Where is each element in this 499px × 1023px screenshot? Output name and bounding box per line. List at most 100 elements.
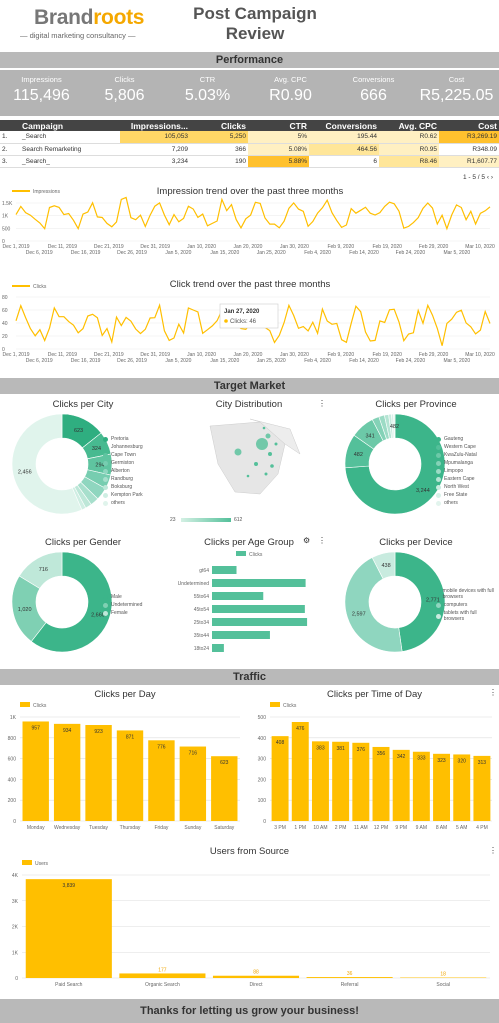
next-page-icon[interactable]: › xyxy=(490,174,493,181)
legend-item[interactable]: computers xyxy=(436,602,496,608)
legend-item[interactable]: Eastern Cape xyxy=(436,476,477,482)
legend-item[interactable]: Mpumalanga xyxy=(436,460,477,466)
col-conversions[interactable]: Conversions xyxy=(309,120,379,131)
legend-item[interactable]: tablets with full browsers xyxy=(436,610,496,622)
col-campaign[interactable]: Campaign xyxy=(20,120,120,131)
legend-item[interactable]: Kempton Park xyxy=(103,492,143,498)
legend-item[interactable]: Boksburg xyxy=(103,484,143,490)
table-row[interactable]: 2. Search Remarketing 7,209 366 5.08% 464.56 R… xyxy=(0,143,499,156)
legend-swatch xyxy=(103,452,108,458)
click-legend-label: Clicks xyxy=(33,284,47,290)
bar[interactable] xyxy=(85,725,112,821)
bar[interactable] xyxy=(291,721,309,821)
donut-slice[interactable] xyxy=(344,557,403,653)
bar[interactable] xyxy=(412,751,430,821)
legend-label: Male xyxy=(111,594,122,600)
map-bubble xyxy=(254,462,258,466)
legend-item[interactable]: others xyxy=(103,500,143,506)
legend-item[interactable]: Female xyxy=(103,610,142,616)
more-options-icon[interactable]: ⋮ xyxy=(318,399,326,408)
legend-item[interactable]: North West xyxy=(436,484,477,490)
donut-slice[interactable] xyxy=(371,551,396,580)
age-bar[interactable] xyxy=(212,579,306,587)
bar[interactable] xyxy=(473,755,491,821)
col-clicks[interactable]: Clicks xyxy=(190,120,248,131)
donut-slice[interactable] xyxy=(18,551,63,589)
bar[interactable] xyxy=(306,977,393,978)
legend-label: Gauteng xyxy=(444,436,464,442)
donut-slice[interactable] xyxy=(30,551,113,653)
bar[interactable] xyxy=(116,730,144,821)
table-row[interactable]: 3. _Search_ 3,234 190 5.88% 6 R8.46 R1,607.77 xyxy=(0,155,499,168)
bar[interactable] xyxy=(53,723,81,821)
category-label: 9 AM xyxy=(416,825,427,831)
age-bar[interactable] xyxy=(212,605,305,613)
legend-label: Western Cape xyxy=(444,444,476,450)
bar[interactable] xyxy=(332,741,350,821)
bar[interactable] xyxy=(148,740,175,821)
legend-item[interactable]: Randburg xyxy=(103,476,143,482)
bar[interactable] xyxy=(271,736,289,821)
legend-item[interactable]: Cape Town xyxy=(103,452,143,458)
age-bar[interactable] xyxy=(212,631,270,639)
donut-slice[interactable] xyxy=(11,413,83,515)
donut-slice[interactable] xyxy=(394,551,446,652)
col-avg-cpc[interactable]: Avg. CPC xyxy=(379,120,439,131)
y-tick-label: 0 xyxy=(15,976,18,982)
filter-icon[interactable]: ⚙ xyxy=(303,536,311,545)
age-chart-title: Clicks per Age Group xyxy=(204,537,294,548)
legend-item[interactable]: Germiston xyxy=(103,460,143,466)
legend-item[interactable]: others xyxy=(436,500,477,506)
col-cost[interactable]: Cost xyxy=(439,120,499,131)
donut-slice[interactable] xyxy=(344,413,446,515)
age-bar[interactable] xyxy=(212,644,224,652)
donut-slice[interactable] xyxy=(393,413,396,439)
bar[interactable] xyxy=(372,746,390,821)
bar[interactable] xyxy=(212,975,300,978)
bar[interactable] xyxy=(25,879,112,978)
bar[interactable] xyxy=(179,746,207,821)
legend-item[interactable]: Johannesburg xyxy=(103,444,143,450)
more-options-icon[interactable]: ⋮ xyxy=(489,688,497,697)
legend-item[interactable]: Free State xyxy=(436,492,477,498)
tooltip-date: Jan 27, 2020 xyxy=(224,309,260,315)
legend-item[interactable]: Male xyxy=(103,594,142,600)
table-row[interactable]: 1. _Search 105,053 5,250 5% 195.44 R0.62 R3,269… xyxy=(0,131,499,144)
age-bar[interactable] xyxy=(212,618,308,626)
age-bar[interactable] xyxy=(212,592,264,600)
more-options-icon[interactable]: ⋮ xyxy=(489,846,497,855)
source-chart-title: Users from Source xyxy=(209,846,290,857)
legend-label: mobile devices with full browsers xyxy=(442,588,494,600)
legend-item[interactable]: Alberton xyxy=(103,468,143,474)
bar[interactable] xyxy=(119,973,206,978)
legend-item[interactable]: Western Cape xyxy=(436,444,477,450)
legend-item[interactable]: Undetermined xyxy=(103,602,142,608)
prev-page-icon[interactable]: ‹ xyxy=(486,174,490,181)
y-tick-label: 500 xyxy=(2,226,11,232)
bar[interactable] xyxy=(22,721,49,821)
legend-item[interactable]: Gauteng xyxy=(436,436,477,442)
category-label: 45to54 xyxy=(194,607,210,613)
device-donut: 2,771 2,597 438 xyxy=(344,551,446,653)
legend-label: North West xyxy=(444,484,469,490)
bar-value-label: 923 xyxy=(94,729,103,735)
map-bubble xyxy=(262,426,266,430)
legend-item[interactable]: Pretoria xyxy=(103,436,143,442)
footer-thanks: Thanks for letting us grow your business… xyxy=(0,999,499,1023)
map-scale-bar xyxy=(181,518,231,522)
col-ctr[interactable]: CTR xyxy=(248,120,309,131)
bar[interactable] xyxy=(311,741,329,821)
bar[interactable] xyxy=(352,742,370,821)
bar[interactable] xyxy=(453,754,471,821)
legend-label: tablets with full browsers xyxy=(443,610,477,622)
bar[interactable] xyxy=(433,753,451,821)
bar[interactable] xyxy=(392,749,410,821)
more-options-icon[interactable]: ⋮ xyxy=(318,536,326,545)
age-bar[interactable] xyxy=(212,566,237,574)
legend-item[interactable]: mobile devices with full browsers xyxy=(436,588,496,600)
legend-swatch xyxy=(436,484,441,490)
legend-item[interactable]: Limpopo xyxy=(436,468,477,474)
bar[interactable] xyxy=(211,756,238,821)
col-impressions[interactable]: Impressions... xyxy=(120,120,190,131)
legend-item[interactable]: KwaZulu-Natal xyxy=(436,452,477,458)
